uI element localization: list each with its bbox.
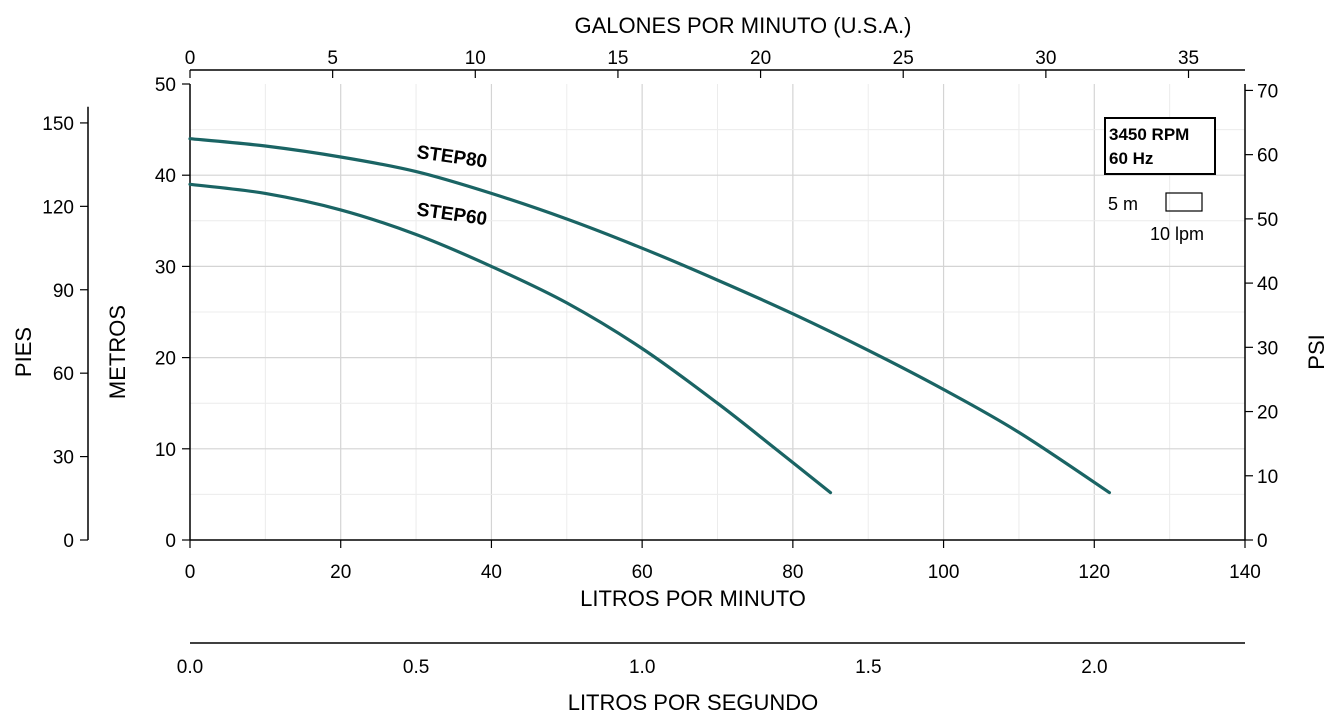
x-lps-tick-label: 2.0 — [1081, 657, 1107, 678]
y-left-m-tick-label: 30 — [155, 257, 176, 278]
y-left-ft-tick-label: 60 — [53, 364, 74, 385]
x-bottom-tick-label: 0 — [185, 562, 196, 583]
y-left-ft-tick-label: 90 — [53, 281, 74, 302]
y-left-ft-tick-label: 30 — [53, 448, 74, 469]
y-right-psi-tick-label: 50 — [1257, 210, 1278, 231]
x-lps-tick-label: 1.0 — [629, 657, 655, 678]
y-right-psi-tick-label: 30 — [1257, 338, 1278, 359]
x-bottom-tick-label: 140 — [1229, 562, 1261, 583]
x-lps-axis-title: LITROS POR SEGUNDO — [568, 690, 819, 715]
x-bottom-tick-label: 60 — [632, 562, 653, 583]
scale-key: 5 m 10 lpm — [1108, 192, 1204, 244]
rpm-label: 3450 RPM — [1109, 125, 1189, 144]
x-top-tick-label: 15 — [607, 48, 628, 69]
x-top-tick-label: 35 — [1178, 48, 1199, 69]
y-right-psi-axis-title: PSI — [1304, 334, 1329, 369]
x-top-tick-label: 10 — [465, 48, 486, 69]
y-left-ft-tick-label: 0 — [63, 531, 74, 552]
x-top-tick-label: 5 — [327, 48, 338, 69]
x-lps-tick-label: 0.0 — [177, 657, 203, 678]
y-left-m-tick-label: 0 — [165, 531, 176, 552]
x-top-tick-label: 20 — [750, 48, 771, 69]
rpm-box: 3450 RPM 60 Hz — [1104, 117, 1216, 175]
x-top-tick-label: 0 — [185, 48, 196, 69]
x-lps-tick-label: 0.5 — [403, 657, 429, 678]
y-left-ft-tick-label: 150 — [42, 114, 74, 135]
y-left-ft-axis-title: PIES — [11, 327, 36, 377]
y-right-psi-tick-label: 40 — [1257, 274, 1278, 295]
y-right-psi-tick-label: 60 — [1257, 146, 1278, 167]
y-left-ft-tick-label: 120 — [42, 197, 74, 218]
y-left-m-tick-label: 50 — [155, 75, 176, 96]
x-bottom-tick-label: 100 — [928, 562, 960, 583]
y-left-m-axis-title: METROS — [105, 305, 130, 399]
y-left-m-tick-label: 10 — [155, 440, 176, 461]
rpm-box-frame — [1104, 117, 1216, 175]
y-left-m-tick-label: 40 — [155, 166, 176, 187]
curve-label-step60: STEP60 — [415, 199, 488, 230]
chart-curves: STEP80 STEP60 — [188, 137, 1111, 495]
x-bottom-tick-label: 80 — [782, 562, 803, 583]
scale-m-label: 5 m — [1108, 194, 1138, 214]
scale-lpm-label: 10 lpm — [1150, 224, 1204, 244]
x-lps-tick-label: 1.5 — [855, 657, 881, 678]
scale-key-rect — [1165, 192, 1203, 212]
x-top-axis-title: GALONES POR MINUTO (U.S.A.) — [575, 13, 912, 38]
curve-label-step80: STEP80 — [415, 142, 488, 173]
y-right-psi-tick-label: 20 — [1257, 403, 1278, 424]
x-top-tick-label: 25 — [893, 48, 914, 69]
curve-step80 — [188, 137, 1111, 495]
x-bottom-tick-label: 120 — [1078, 562, 1110, 583]
x-bottom-axis-title: LITROS POR MINUTO — [580, 586, 806, 611]
x-bottom-tick-label: 20 — [330, 562, 351, 583]
hz-label: 60 Hz — [1109, 149, 1153, 168]
y-left-m-tick-label: 20 — [155, 349, 176, 370]
x-top-tick-label: 30 — [1035, 48, 1056, 69]
y-right-psi-tick-label: 0 — [1257, 531, 1268, 552]
x-bottom-tick-label: 40 — [481, 562, 502, 583]
y-right-psi-tick-label: 70 — [1257, 81, 1278, 102]
chart-grid — [190, 84, 1245, 540]
curve-step60 — [188, 182, 833, 495]
y-right-psi-tick-label: 10 — [1257, 467, 1278, 488]
